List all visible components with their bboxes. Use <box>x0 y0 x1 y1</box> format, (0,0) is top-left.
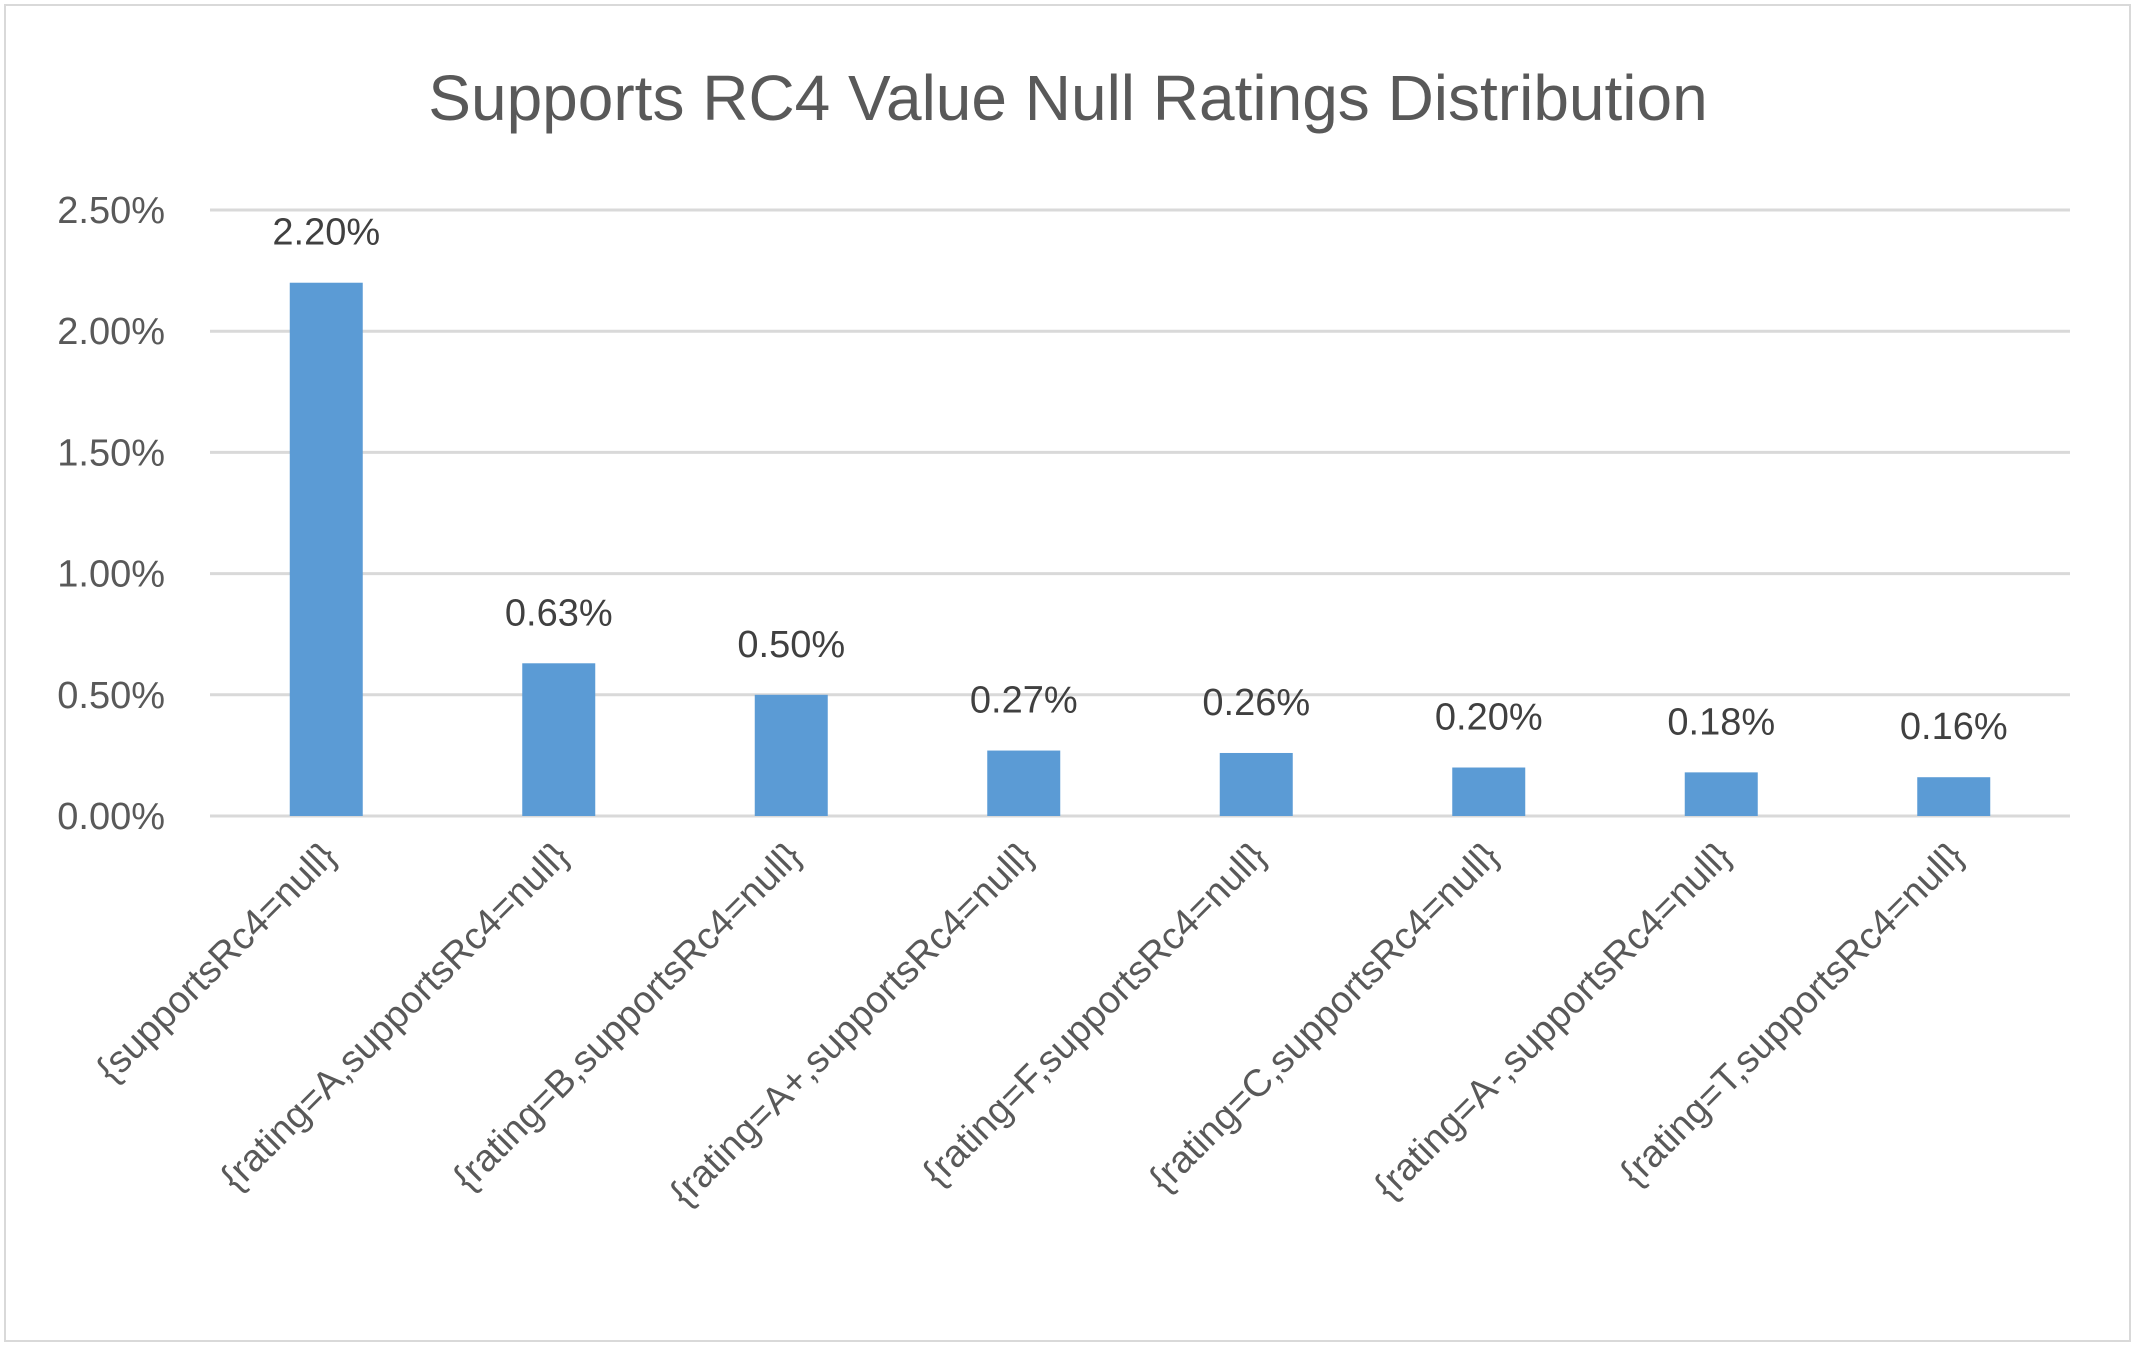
y-tick-label: 2.00% <box>57 311 165 353</box>
bar <box>289 282 363 817</box>
data-label: 0.16% <box>1900 706 2008 748</box>
x-axis-ticks: {supportsRc4=null}{rating=A,supportsRc4=… <box>89 835 1973 1215</box>
bar <box>1684 772 1758 816</box>
y-tick-label: 0.00% <box>57 796 165 838</box>
bar <box>1219 752 1293 816</box>
chart-title: Supports RC4 Value Null Ratings Distribu… <box>428 62 1707 134</box>
bar <box>522 663 596 816</box>
data-labels: 2.20% 0.63% 0.50% 0.27% 0.26% 0.20% 0.18% 0.16% <box>272 212 2007 748</box>
data-label: 0.20% <box>1435 697 1543 739</box>
bars <box>289 282 1991 817</box>
y-tick-label: 2.50% <box>57 190 165 232</box>
bar <box>754 694 828 816</box>
data-label: 0.27% <box>970 680 1078 722</box>
data-label: 0.18% <box>1667 701 1775 743</box>
data-label: 0.26% <box>1202 682 1310 724</box>
bar <box>1452 767 1526 816</box>
data-label: 0.63% <box>505 592 613 634</box>
x-tick-label: {rating=A+,supportsRc4=null} <box>662 835 1042 1215</box>
gridlines <box>210 208 2070 818</box>
bar <box>1917 777 1991 816</box>
y-tick-label: 0.50% <box>57 675 165 717</box>
y-tick-label: 1.00% <box>57 554 165 596</box>
data-label: 2.20% <box>272 212 380 254</box>
x-tick-label: {supportsRc4=null} <box>89 835 345 1091</box>
y-tick-label: 1.50% <box>57 432 165 474</box>
bar <box>987 750 1061 816</box>
y-axis-ticks: 0.00% 0.50% 1.00% 1.50% 2.00% 2.50% <box>57 190 165 838</box>
data-label: 0.50% <box>737 624 845 666</box>
